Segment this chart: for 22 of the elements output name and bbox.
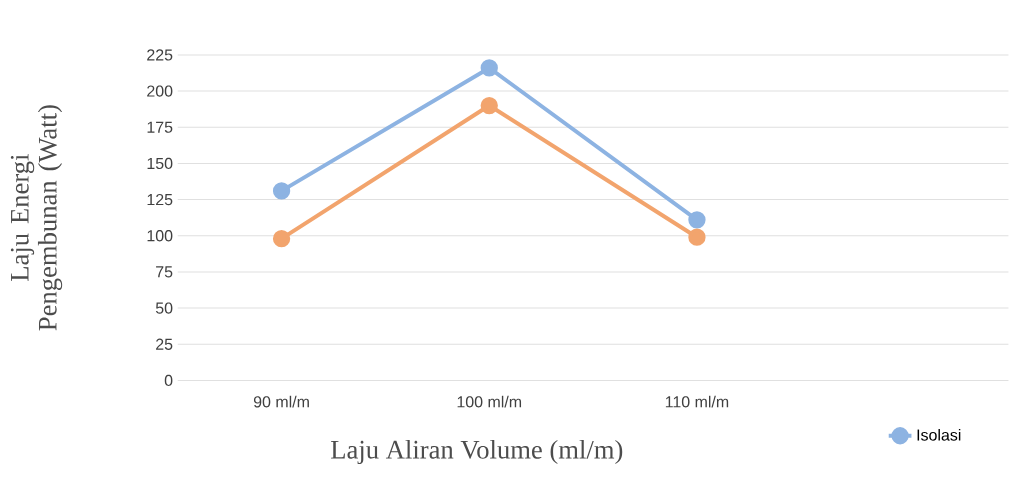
x-tick-label: 90 ml/m — [253, 395, 309, 408]
x-tick-label: 110 ml/m — [665, 395, 729, 408]
y-tick-label: 175 — [147, 121, 173, 133]
y-tick-label: 150 — [147, 157, 173, 169]
point — [272, 229, 291, 248]
point — [688, 228, 706, 246]
x-tick-label: 100 ml/m — [457, 395, 522, 408]
point — [480, 96, 498, 115]
y-tick-label: 50 — [155, 302, 173, 314]
y-tick-label: 100 — [147, 229, 173, 242]
y-tick-label: 25 — [156, 338, 173, 350]
point — [272, 182, 291, 200]
y-tick-label: 0 — [164, 374, 173, 386]
y-tick-label: 75 — [156, 266, 173, 278]
point — [480, 59, 498, 77]
y-tick-label: 125 — [147, 193, 173, 206]
legend-label: Isolasi — [917, 428, 961, 441]
y-tick-label: 225 — [147, 49, 173, 61]
point — [688, 211, 706, 229]
y-axis-title: Laju Energi Pengembunan (Watt) — [10, 105, 63, 331]
y-tick-label: 200 — [147, 85, 173, 97]
x-axis-title: Laju Aliran Volume (ml/m) — [331, 439, 623, 464]
